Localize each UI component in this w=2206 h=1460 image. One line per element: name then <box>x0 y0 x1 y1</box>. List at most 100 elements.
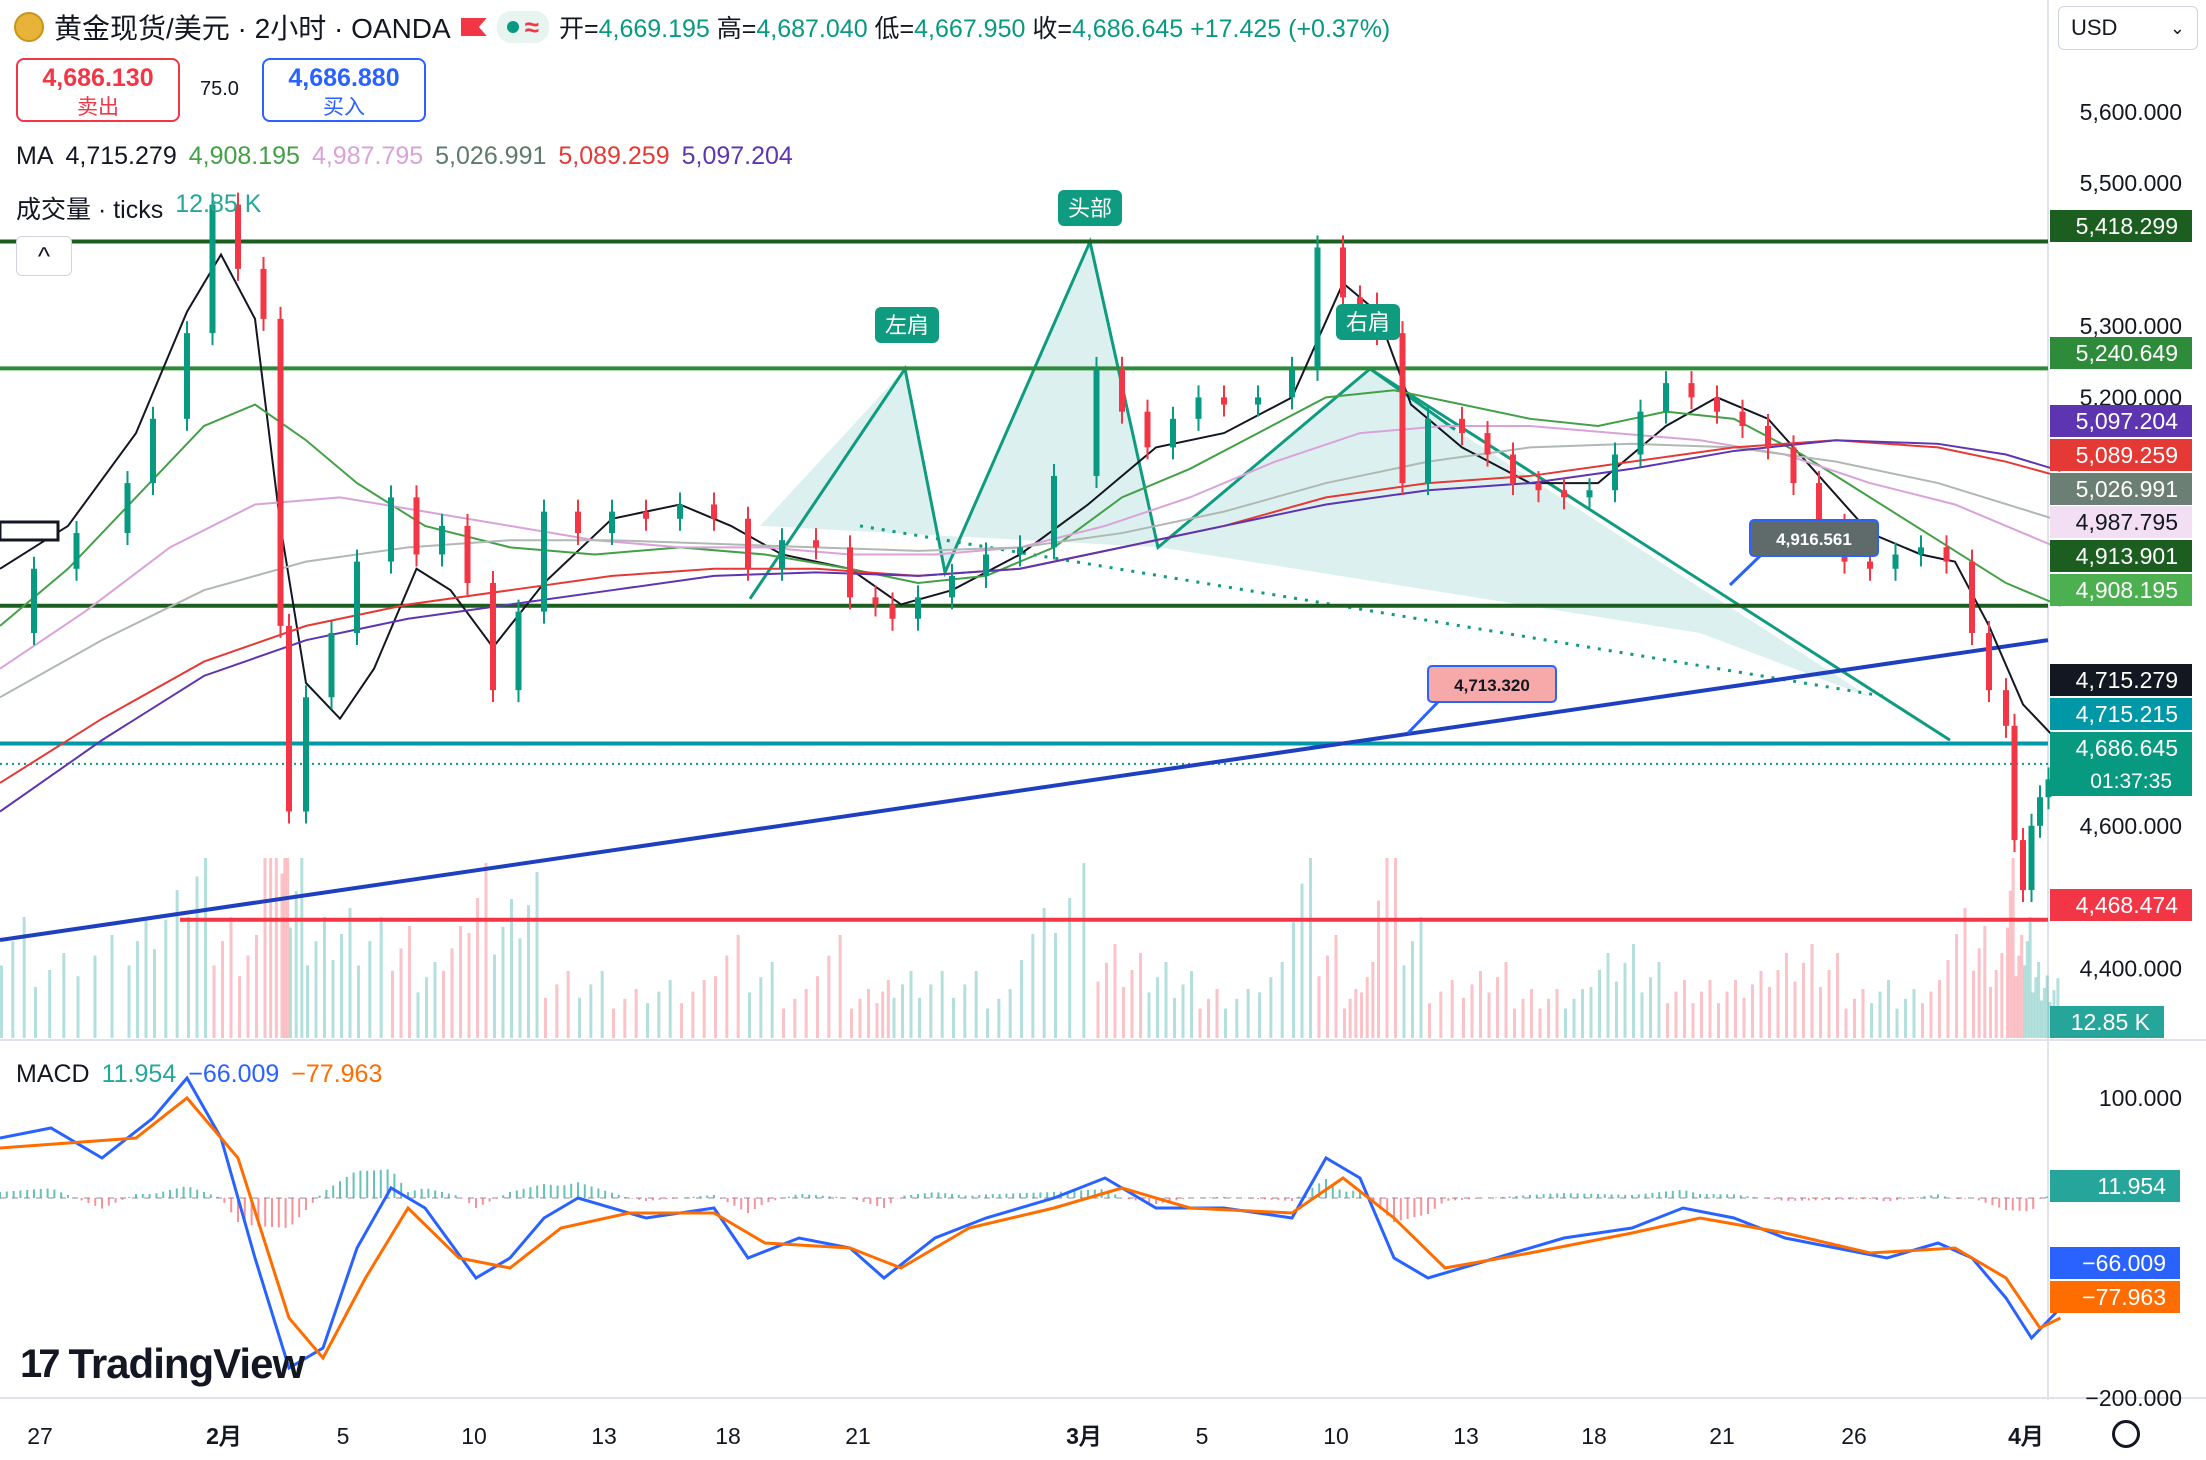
flag-icon[interactable] <box>460 18 487 36</box>
volume-bar <box>963 984 967 1038</box>
candle-body <box>2011 725 2018 841</box>
volume-bar <box>1989 987 1992 1038</box>
macd-legend[interactable]: MACD 11.954 −66.009 −77.963 <box>16 1060 382 1089</box>
volume-bar <box>1640 992 1644 1038</box>
ma-legend[interactable]: MA 4,715.279 4,908.195 4,987.795 5,026.9… <box>16 142 793 171</box>
volume-bar <box>0 965 3 1038</box>
volume-bar <box>1776 970 1780 1038</box>
candle-body <box>1739 411 1746 426</box>
settings-gear-icon[interactable] <box>2112 1420 2140 1448</box>
volume-bar <box>1606 953 1610 1038</box>
volume-bar <box>589 984 593 1038</box>
volume-bar <box>2028 917 2032 1038</box>
currency-selector[interactable]: USD ⌄ <box>2058 6 2198 50</box>
volume-bar <box>1938 980 1941 1038</box>
volume-bar <box>2042 988 2046 1038</box>
market-open-dot-icon <box>506 21 519 33</box>
time-tick-5: 18 <box>715 1423 741 1449</box>
volume-legend-value: 12.85 K <box>175 190 262 218</box>
volume-bar <box>1912 989 1916 1038</box>
volume-bar <box>1207 998 1210 1038</box>
volume-bar <box>901 984 904 1038</box>
volume-bar <box>518 938 522 1038</box>
axis-badge-6: 4,913.901 <box>2076 543 2178 569</box>
volume-bar <box>544 997 547 1038</box>
volume-bar <box>770 962 774 1038</box>
time-tick-3: 10 <box>461 1423 487 1449</box>
volume-bar <box>1300 883 1304 1038</box>
volume-bar <box>274 858 278 1038</box>
buy-button[interactable]: 4,686.880 买入 <box>262 58 426 122</box>
volume-bar <box>1555 989 1559 1038</box>
market-status-pill[interactable]: ≈ <box>496 11 549 43</box>
volume-bar <box>2006 927 2009 1038</box>
volume-bar <box>1955 934 1958 1038</box>
macd-signal-line <box>0 1095 2062 1361</box>
volume-legend[interactable]: 成交量 · ticks 12.85 K <box>16 190 261 226</box>
time-tick-4: 13 <box>591 1423 617 1449</box>
left-marker-box <box>0 520 60 542</box>
volume-bar <box>263 858 267 1038</box>
volume-bar <box>1309 858 1312 1038</box>
volume-bar <box>1470 984 1474 1038</box>
candle-body <box>209 204 216 334</box>
axis-badge-bg-9 <box>2050 698 2192 730</box>
close-label: 收= <box>1032 15 1072 43</box>
volume-bar <box>997 998 1001 1038</box>
volume-bar <box>1190 971 1193 1038</box>
volume-bar <box>2017 955 2021 1038</box>
volume-bar <box>1235 998 1239 1038</box>
candle-body <box>1535 483 1542 491</box>
volume-bar <box>1224 1008 1227 1038</box>
volume-bar <box>2023 965 2026 1038</box>
macd-badge-bg-2 <box>2050 1281 2180 1313</box>
axis-badge-bg-10 <box>2050 732 2192 796</box>
volume-bar <box>1377 900 1380 1038</box>
candle-body <box>1119 368 1125 412</box>
axis-badge-11: 4,468.474 <box>2076 892 2179 918</box>
candle-body <box>303 697 309 812</box>
volume-bar <box>1394 858 1397 1038</box>
volume-bar <box>1402 965 1406 1038</box>
volume-bar <box>187 916 190 1038</box>
volume-bar <box>2034 977 2038 1038</box>
sell-button[interactable]: 4,686.130 卖出 <box>16 58 180 122</box>
macd-line <box>0 1075 2062 1371</box>
collapse-legend-button[interactable]: ^ <box>16 236 72 276</box>
axis-badge-3: 5,089.259 <box>2076 442 2178 468</box>
volume-bar <box>204 858 207 1038</box>
volume-bar <box>1365 977 1369 1038</box>
ohlc-readout: 开=4,669.195 高=4,687.040 低=4,667.950 收=4,… <box>559 9 1390 45</box>
volume-bar <box>1385 858 1389 1038</box>
volume-bar <box>1768 987 1771 1038</box>
volume-bar <box>1419 917 1423 1038</box>
volume-bar <box>668 980 672 1038</box>
candle-body <box>388 497 394 562</box>
volume-bar <box>246 955 250 1038</box>
candle-body <box>609 511 615 534</box>
price-tick-4: 4,600.000 <box>2080 813 2182 839</box>
symbol-title[interactable]: 黄金现货/美元 · 2小时 · OANDA <box>54 13 451 44</box>
candle-body <box>2003 690 2009 726</box>
volume-bar <box>289 927 292 1038</box>
time-tick-11: 18 <box>1581 1423 1607 1449</box>
volume-bar <box>1269 977 1273 1038</box>
macd-legend-label: MACD <box>16 1060 90 1088</box>
candle-body <box>2037 797 2043 826</box>
volume-bar <box>2040 1000 2043 1038</box>
candle-body <box>1986 633 1992 691</box>
volume-bar <box>886 980 890 1038</box>
candle-body <box>813 540 819 548</box>
candle-body <box>1816 483 1822 526</box>
volume-bar <box>300 858 304 1038</box>
volume-bar <box>1360 992 1363 1038</box>
trendline-label-pointer-1 <box>1406 700 1440 735</box>
gold-coin-icon <box>14 12 44 42</box>
volume-bar <box>1759 971 1763 1038</box>
volume-bar <box>1428 1003 1431 1038</box>
volume-bar <box>1691 1003 1695 1038</box>
volume-bar <box>1538 1008 1542 1038</box>
price-tick-2: 5,300.000 <box>2080 313 2182 339</box>
volume-bar <box>164 919 168 1038</box>
